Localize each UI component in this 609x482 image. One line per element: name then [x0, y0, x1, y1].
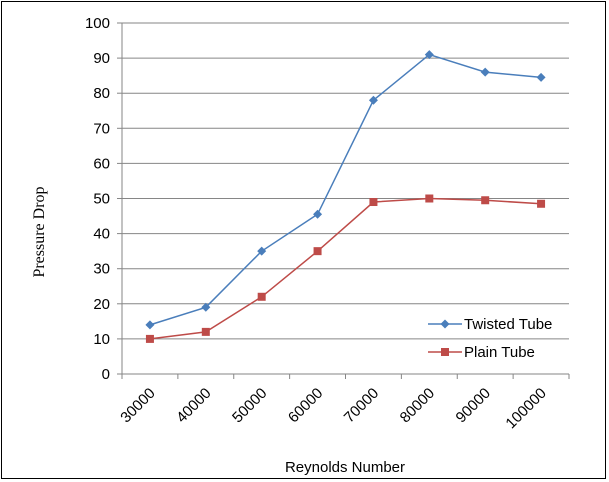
y-axis-label: Pressure Drop — [31, 186, 48, 277]
x-axis-label: Reynolds Number — [285, 459, 405, 476]
x-tick-label: 70000 — [341, 385, 383, 427]
x-tick-label: 60000 — [285, 385, 327, 427]
data-point — [441, 348, 449, 356]
y-tick-label: 10 — [93, 331, 110, 348]
series — [145, 50, 546, 343]
axes — [117, 22, 570, 379]
legend-item: Plain Tube — [428, 344, 535, 361]
y-tick-label: 90 — [93, 50, 110, 67]
data-point — [537, 199, 546, 208]
gridlines — [122, 22, 569, 340]
data-point — [313, 209, 323, 219]
y-tick-label: 80 — [93, 85, 110, 102]
data-point — [201, 327, 210, 336]
y-tick-label: 50 — [93, 191, 110, 208]
data-point — [369, 198, 378, 207]
data-point — [257, 246, 267, 256]
x-tick-label: 100000 — [502, 385, 549, 432]
y-tick-label: 60 — [93, 155, 110, 172]
data-point — [424, 50, 434, 60]
legend-label: Twisted Tube — [464, 316, 552, 333]
data-point — [425, 194, 434, 203]
series-twisted-tube — [145, 50, 546, 330]
y-tick-label: 40 — [93, 226, 110, 243]
y-tick-labels: 0 10 20 30 40 50 60 70 80 90 100 — [85, 15, 110, 383]
data-point — [440, 319, 450, 329]
series-plain-tube — [145, 194, 546, 343]
x-tick-label: 40000 — [173, 385, 215, 427]
series-line — [149, 53, 542, 326]
data-point — [145, 320, 155, 330]
data-point — [536, 72, 546, 82]
legend-label: Plain Tube — [464, 344, 535, 361]
y-tick-label: 70 — [93, 120, 110, 137]
x-tick-label: 90000 — [452, 385, 494, 427]
x-tick-label: 50000 — [229, 385, 271, 427]
y-tick-label: 0 — [102, 366, 110, 383]
x-tick-label: 80000 — [397, 385, 439, 427]
series-line — [149, 197, 542, 340]
x-tick-labels: 30000 40000 50000 60000 70000 80000 90000 10000… — [117, 385, 550, 432]
legend: Twisted Tube Plain Tube — [428, 316, 552, 361]
y-tick-label: 100 — [85, 15, 110, 32]
data-point — [368, 95, 378, 105]
data-point — [313, 247, 322, 256]
data-point — [481, 196, 490, 205]
data-point — [145, 334, 154, 343]
y-tick-label: 30 — [93, 261, 110, 278]
data-point — [257, 292, 266, 301]
data-point — [201, 302, 211, 312]
data-point — [480, 67, 490, 77]
legend-item: Twisted Tube — [428, 316, 552, 333]
x-tick-label: 30000 — [117, 385, 159, 427]
y-tick-label: 20 — [93, 296, 110, 313]
